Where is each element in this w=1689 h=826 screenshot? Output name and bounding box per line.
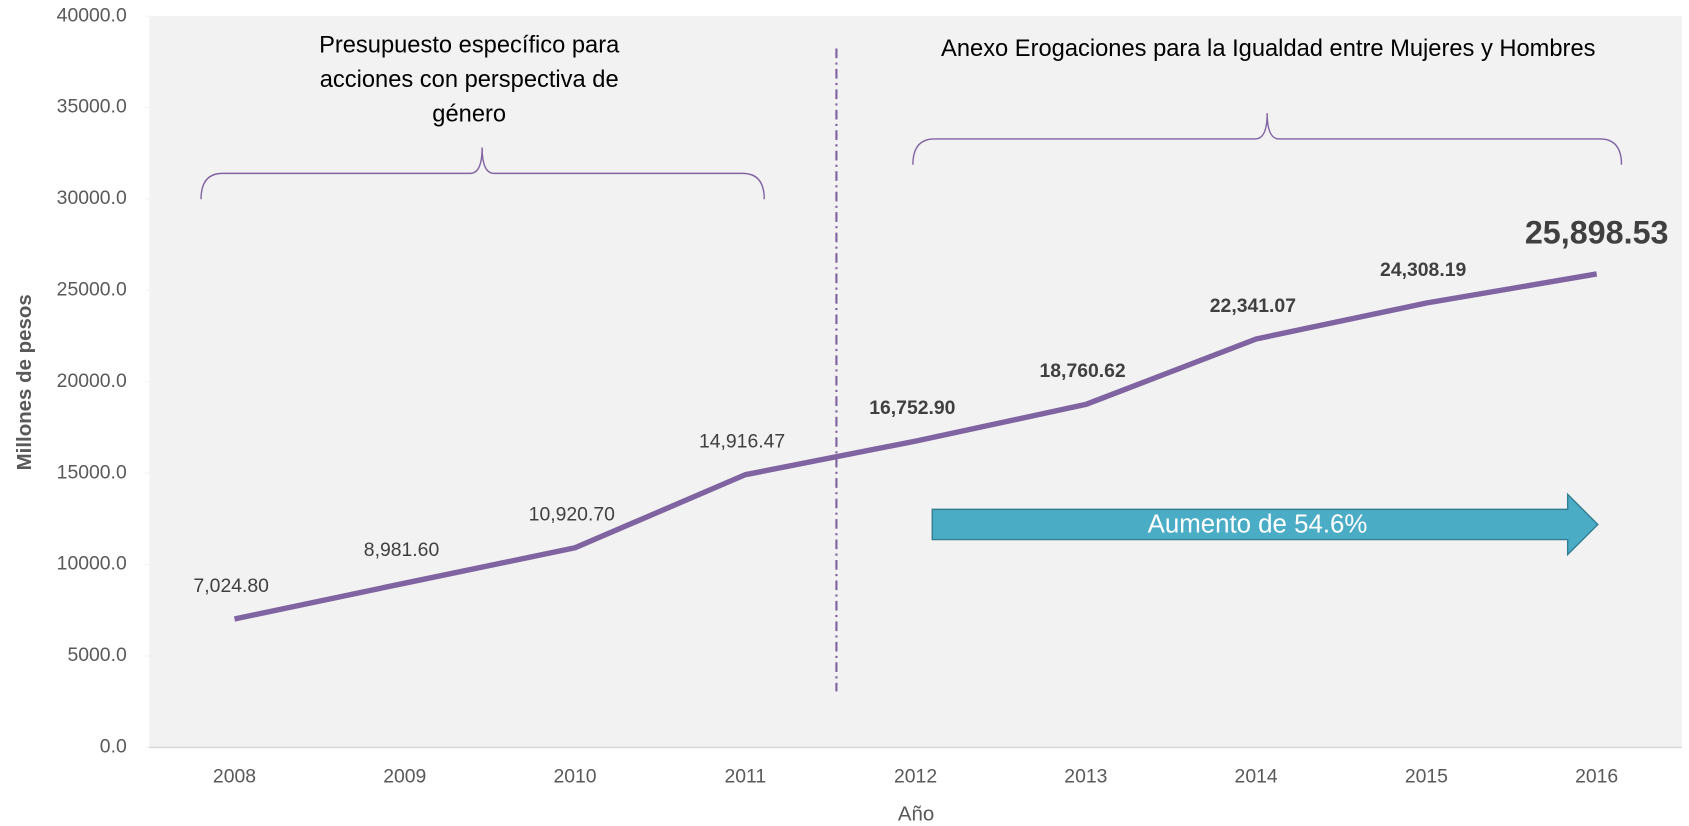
x-tick-label: 2016 [1575,766,1618,788]
x-tick-label: 2013 [1064,766,1107,788]
data-label: 7,024.80 [194,575,270,597]
line [233,271,1598,622]
arrow [931,492,1599,557]
plot-area [149,16,1682,748]
y-tick-label: 40000.0 [57,4,127,26]
y-tick-label: 35000.0 [57,96,127,118]
annotation: acciones con perspectiva de [320,67,619,93]
arrow-label: Aumento de 54.6% [1148,510,1368,538]
data-label: 8,981.60 [364,539,440,561]
data-label: 10,920.70 [529,504,615,526]
bracket [200,147,765,200]
y-tick-label: 25000.0 [57,278,127,300]
y-axis-label: Millones de pesos [13,294,36,470]
data-label: 24,308.19 [1380,259,1466,281]
y-tick-label: 5000.0 [67,644,126,666]
data-label: 22,341.07 [1210,295,1296,317]
x-tick-label: 2015 [1405,766,1448,788]
data-label: 18,760.62 [1040,360,1126,382]
y-tick-label: 30000.0 [57,187,127,209]
x-tick-label: 2010 [553,766,596,788]
x-tick-label: 2014 [1235,766,1278,788]
x-tick-label: 2011 [724,766,766,788]
annotation: género [432,101,506,127]
y-tick-label: 10000.0 [57,553,127,575]
x-tick-label: 2012 [894,766,937,788]
data-label: 14,916.47 [699,431,785,453]
x-axis-label: Año [898,803,934,826]
annotation: Anexo Erogaciones para la Igualdad entre… [941,36,1595,62]
y-tick-label: 15000.0 [57,461,127,483]
x-tick-label: 2008 [213,766,256,788]
y-tick-label: 20000.0 [57,370,127,392]
data-label: 25,898.53 [1525,215,1669,251]
y-tick-label: 0.0 [100,736,127,758]
annotation: Presupuesto específico para [319,33,620,59]
bracket [912,113,1623,165]
x-tick-label: 2009 [383,766,426,788]
data-label: 16,752.90 [869,397,955,419]
